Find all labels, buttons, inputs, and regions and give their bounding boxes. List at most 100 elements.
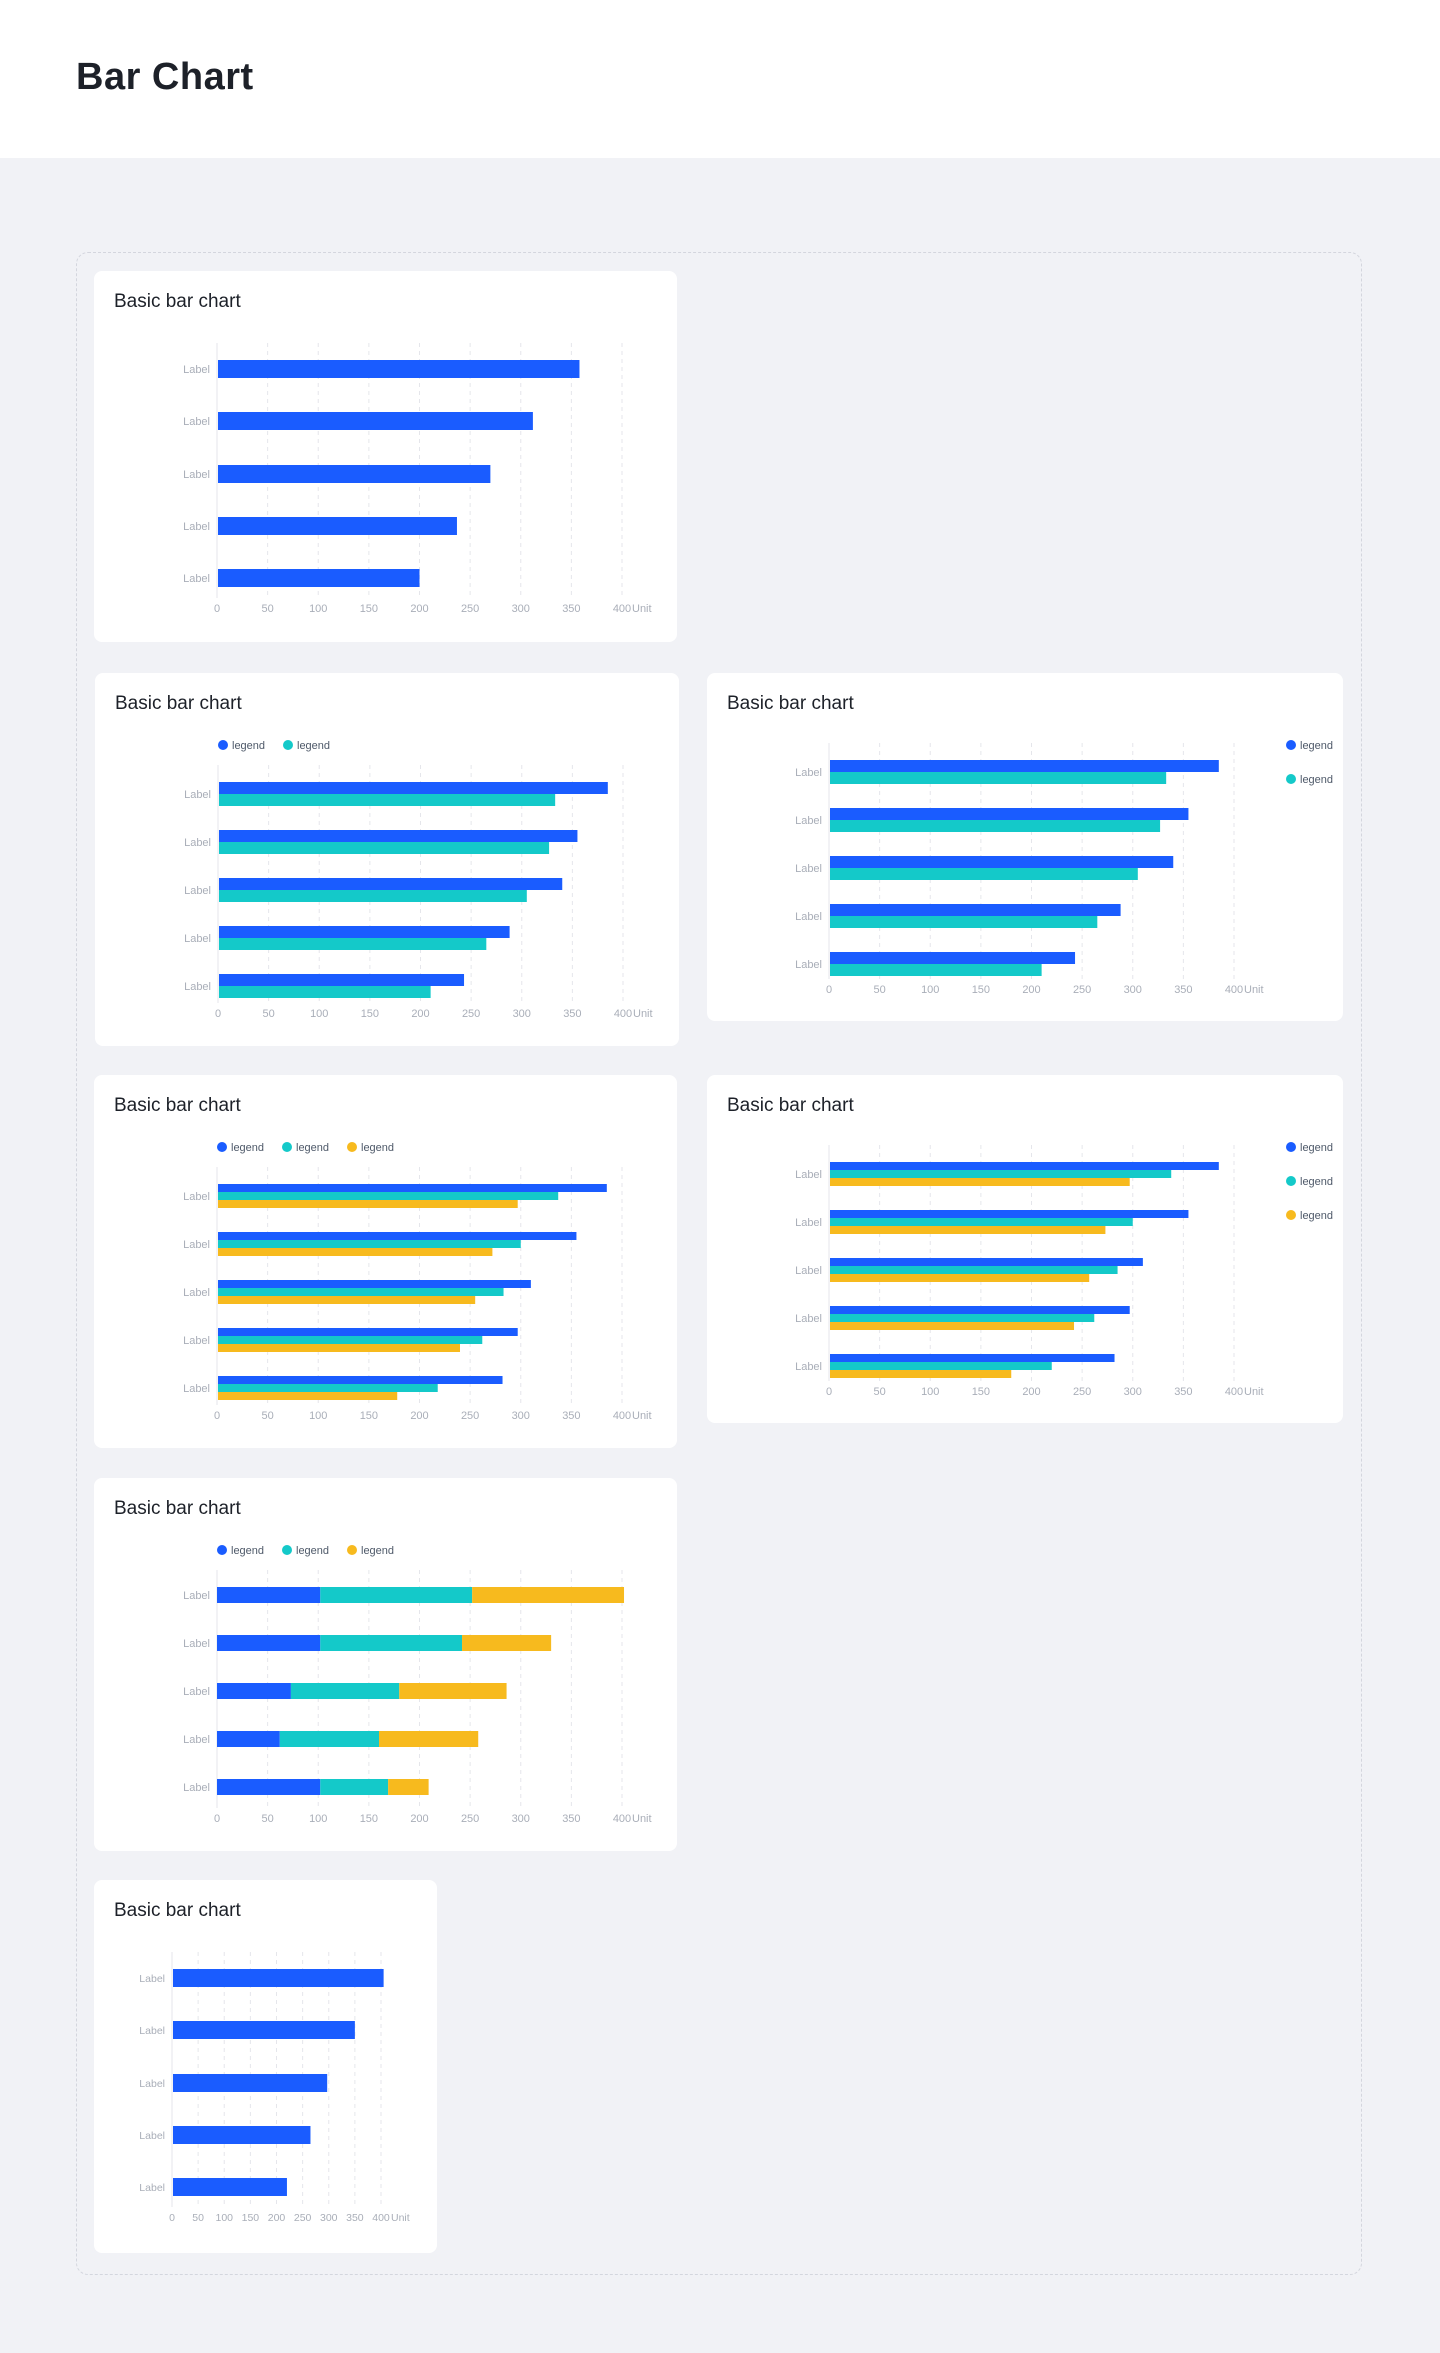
x-tick-label: 150 [972,984,990,996]
bar [830,856,1174,868]
x-unit-label: Unit [632,1813,652,1825]
bar [219,878,563,890]
bar [218,465,491,483]
x-tick-label: 300 [512,1813,530,1825]
x-tick-label: 150 [361,1008,379,1020]
bar [399,1683,507,1699]
bar [218,1240,521,1248]
x-tick-label: 350 [1174,984,1192,996]
y-tick-label: Label [795,1361,822,1373]
x-tick-label: 250 [461,1813,479,1825]
bar [218,569,420,587]
y-tick-label: Label [183,1335,210,1347]
bar [830,1274,1090,1282]
x-unit-label: Unit [391,2212,410,2224]
x-tick-label: 0 [169,2212,175,2224]
legend-label: legend [231,1545,264,1557]
bar-chart: 0 50 100 150 200 250 300 350 400 Unit Label Label La… [795,1142,1333,1398]
chart-card-grouped-legend-right: Basic bar chart 0 50 100 150 200 250 300 350 400… [707,673,1343,1021]
bar [472,1587,625,1603]
bar [320,1587,473,1603]
y-tick-label: Label [183,1191,210,1203]
y-tick-label: Label [184,837,211,849]
y-tick-label: Label [184,981,211,993]
x-tick-label: 200 [410,1813,428,1825]
legend-label: legend [1300,1210,1333,1222]
x-tick-label: 300 [513,1008,531,1020]
dashed-frame [76,252,1362,2275]
bar [173,2178,287,2196]
bar [218,1288,504,1296]
y-tick-label: Label [795,1217,822,1229]
x-unit-label: Unit [632,1410,652,1422]
chart-title: Basic bar chart [727,1095,854,1116]
x-tick-label: 200 [411,1008,429,1020]
bar [219,986,431,998]
y-tick-label: Label [183,1638,210,1650]
y-tick-label: Label [795,1313,822,1325]
x-tick-label: 200 [1022,984,1040,996]
x-tick-label: 350 [562,603,580,615]
x-tick-label: 250 [1073,984,1091,996]
bar [173,1969,384,1987]
legend-marker [347,1545,357,1555]
chart-title: Basic bar chart [727,693,854,714]
x-tick-label: 300 [1124,1386,1142,1398]
y-tick-label: Label [795,863,822,875]
chart-title: Basic bar chart [114,291,241,312]
x-tick-label: 400 [1225,984,1243,996]
x-tick-label: 150 [360,603,378,615]
x-tick-label: 50 [874,1386,886,1398]
legend-marker [218,740,228,750]
x-tick-label: 250 [1073,1386,1091,1398]
x-tick-label: 150 [360,1813,378,1825]
bar [218,1376,503,1384]
y-tick-label: Label [795,767,822,779]
y-tick-label: Label [183,1686,210,1698]
y-tick-label: Label [795,1265,822,1277]
x-tick-label: 50 [192,2212,204,2224]
bar [830,964,1042,976]
bar [830,1218,1133,1226]
bar [219,842,550,854]
y-tick-label: Label [139,2078,165,2090]
legend-marker [217,1142,227,1152]
y-tick-label: Label [139,2130,165,2142]
bar [830,820,1161,832]
bar [173,2126,311,2144]
x-tick-label: 0 [214,1813,220,1825]
legend-marker [282,1545,292,1555]
legend-label: legend [296,1142,329,1154]
bar [830,1354,1115,1362]
bar [462,1635,552,1651]
bar [830,1210,1189,1218]
bar [218,412,533,430]
x-tick-label: 150 [360,1410,378,1422]
x-tick-label: 400 [1225,1386,1243,1398]
legend-label: legend [1300,1176,1333,1188]
legend-label: legend [1300,774,1333,786]
x-tick-label: 200 [1022,1386,1040,1398]
chart-card-stacked: Basic bar chart 0 50 100 150 200 250 300 350 400… [94,1478,677,1851]
legend-marker [347,1142,357,1152]
x-tick-label: 50 [262,1813,274,1825]
bar-chart: 0 50 100 150 200 250 300 350 400 Unit Label Label La… [795,740,1333,996]
chart-card-grouped-legend-top: Basic bar chart 0 50 100 150 200 250 300 350 400… [95,673,679,1046]
y-tick-label: Label [183,364,210,376]
legend-label: legend [296,1545,329,1557]
x-tick-label: 0 [826,1386,832,1398]
bar [218,1392,398,1400]
y-tick-label: Label [795,959,822,971]
legend-marker [1286,1210,1296,1220]
x-unit-label: Unit [632,603,652,615]
x-tick-label: 350 [563,1008,581,1020]
y-tick-label: Label [183,1590,210,1602]
x-tick-label: 400 [613,1813,631,1825]
x-tick-label: 100 [309,1813,327,1825]
x-tick-label: 200 [410,1410,428,1422]
legend-marker [1286,1176,1296,1186]
chart-title: Basic bar chart [115,693,242,714]
y-tick-label: Label [183,1239,210,1251]
bar [830,868,1138,880]
